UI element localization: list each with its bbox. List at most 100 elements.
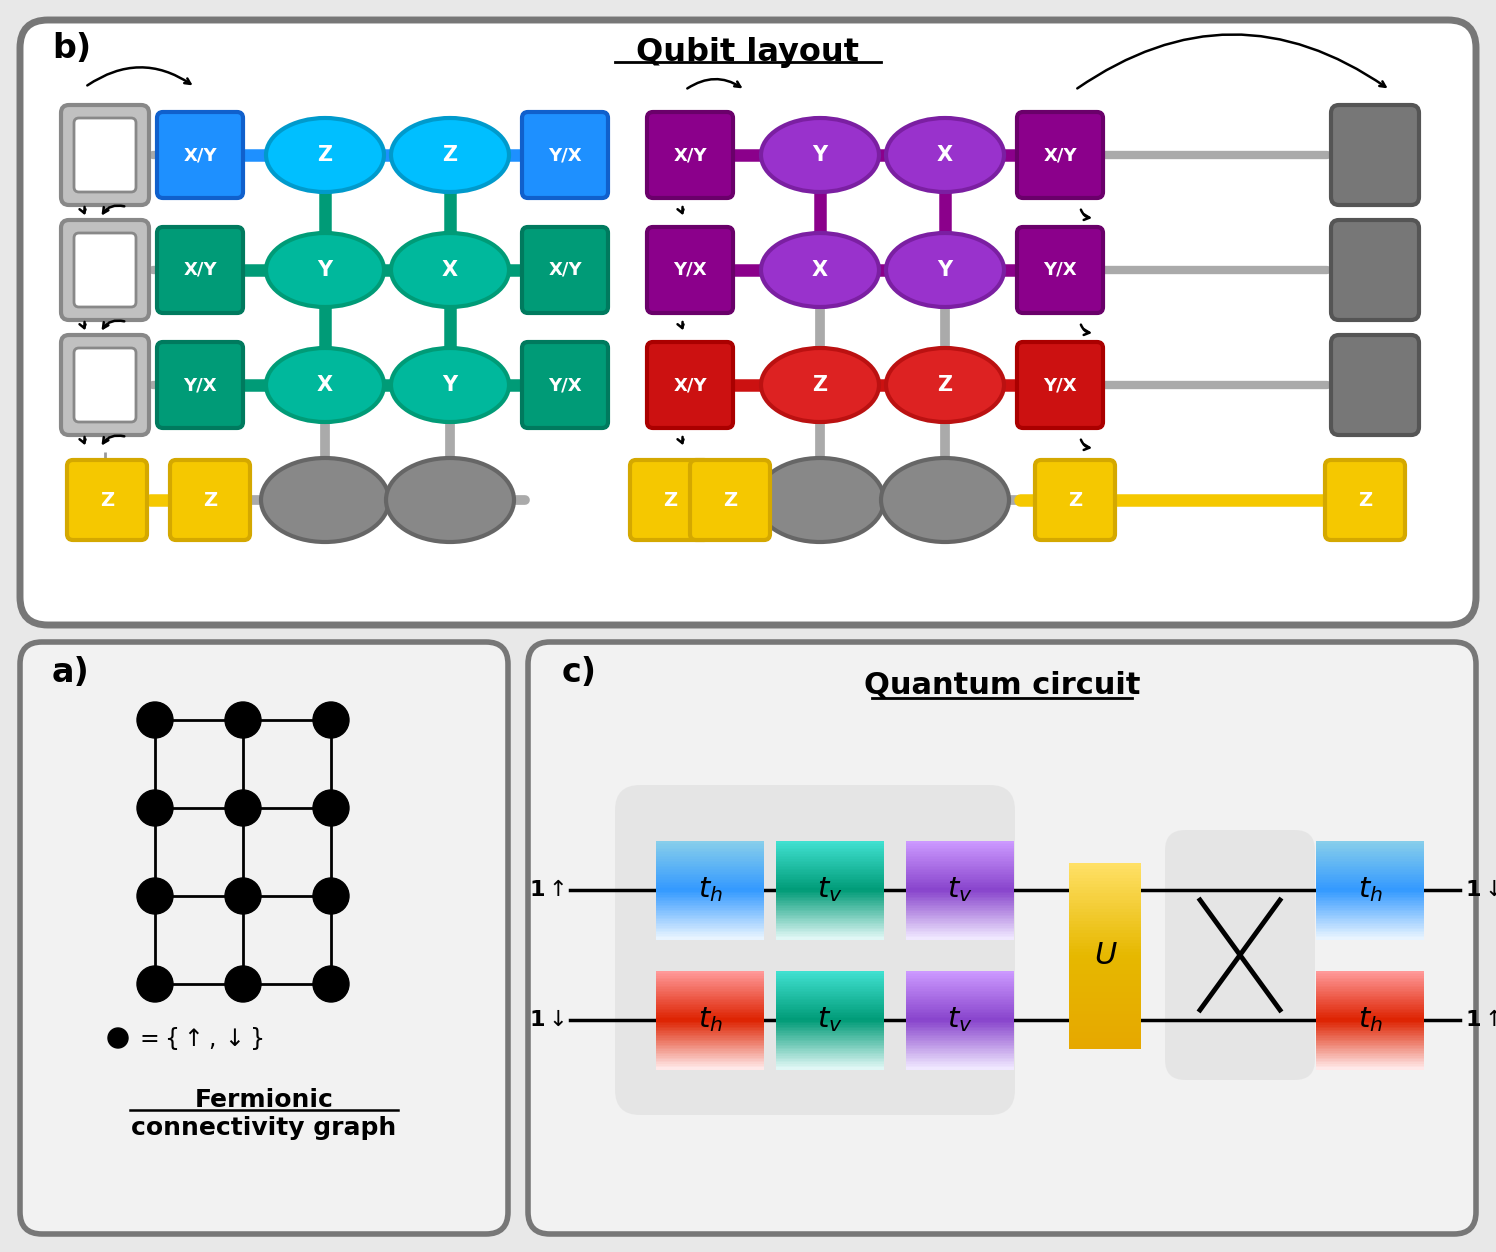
Bar [1070, 918, 1141, 921]
FancyBboxPatch shape [630, 459, 711, 540]
Bar [1070, 863, 1141, 866]
Bar [776, 1018, 884, 1020]
Bar [776, 1020, 884, 1023]
Bar [776, 873, 884, 875]
Bar [1070, 968, 1141, 972]
Bar [657, 1020, 764, 1023]
Bar [1316, 993, 1424, 995]
Bar [776, 923, 884, 925]
Bar [776, 851, 884, 854]
Bar [776, 1030, 884, 1033]
Bar [776, 924, 884, 926]
Bar [907, 890, 1014, 893]
Bar [1316, 916, 1424, 919]
Bar [776, 870, 884, 873]
Bar [776, 1033, 884, 1035]
Bar [657, 875, 764, 878]
Bar [1316, 853, 1424, 855]
Bar [1316, 865, 1424, 868]
Bar [1316, 980, 1424, 983]
Bar [776, 1043, 884, 1045]
Bar [907, 873, 1014, 875]
Bar [1070, 989, 1141, 993]
Bar [1316, 880, 1424, 883]
Bar [1316, 1048, 1424, 1050]
Bar [1316, 989, 1424, 992]
Text: Z: Z [938, 376, 953, 394]
Text: Qubit layout: Qubit layout [636, 36, 860, 68]
Bar [657, 1055, 764, 1059]
Bar [1316, 908, 1424, 910]
Bar [907, 930, 1014, 934]
Bar [657, 879, 764, 881]
Bar [907, 989, 1014, 992]
Bar [907, 933, 1014, 935]
Bar [776, 933, 884, 935]
Bar [657, 898, 764, 900]
Bar [1316, 841, 1424, 844]
Bar [1070, 1014, 1141, 1018]
Bar [657, 880, 764, 883]
Circle shape [108, 1028, 129, 1048]
Circle shape [138, 878, 174, 914]
Bar [907, 926, 1014, 929]
Circle shape [224, 878, 260, 914]
Bar [776, 1049, 884, 1052]
FancyBboxPatch shape [646, 342, 733, 428]
Bar [657, 1027, 764, 1029]
Bar [907, 1032, 1014, 1034]
Bar [657, 900, 764, 903]
Bar [1316, 1047, 1424, 1049]
Bar [907, 972, 1014, 974]
Bar [907, 859, 1014, 861]
Bar [907, 893, 1014, 896]
Bar [776, 1012, 884, 1014]
Circle shape [313, 702, 349, 737]
Bar [1316, 846, 1424, 849]
Bar [1316, 983, 1424, 985]
Bar [1316, 898, 1424, 900]
Bar [657, 884, 764, 886]
Bar [907, 1025, 1014, 1028]
Bar [776, 1055, 884, 1059]
Bar [657, 1065, 764, 1068]
Text: X/Y: X/Y [183, 260, 217, 279]
Bar [776, 880, 884, 883]
Bar [1316, 995, 1424, 998]
Bar [907, 1037, 1014, 1039]
FancyBboxPatch shape [690, 459, 770, 540]
Bar [1316, 1053, 1424, 1055]
Bar [907, 855, 1014, 859]
Bar [1316, 1027, 1424, 1029]
Bar [907, 1033, 1014, 1035]
Bar [907, 848, 1014, 850]
Bar [1070, 1008, 1141, 1012]
Circle shape [224, 702, 260, 737]
FancyBboxPatch shape [19, 20, 1477, 625]
Bar [907, 914, 1014, 918]
Bar [907, 1030, 1014, 1033]
Bar [907, 1038, 1014, 1040]
Bar [1316, 921, 1424, 924]
Bar [907, 1060, 1014, 1063]
Bar [657, 1060, 764, 1063]
Bar [1316, 905, 1424, 908]
FancyBboxPatch shape [522, 342, 607, 428]
Bar [657, 1007, 764, 1009]
Text: X: X [441, 260, 458, 280]
Bar [1070, 998, 1141, 1003]
Bar [776, 864, 884, 866]
Bar [776, 865, 884, 868]
Bar [657, 1054, 764, 1057]
Text: Quantum circuit: Quantum circuit [863, 671, 1140, 701]
Bar [657, 891, 764, 894]
Bar [776, 843, 884, 845]
Bar [1070, 1025, 1141, 1030]
Bar [1316, 1033, 1424, 1035]
Bar [907, 1015, 1014, 1018]
Bar [1316, 848, 1424, 850]
Bar [1316, 913, 1424, 915]
Bar [657, 993, 764, 995]
Bar [1070, 964, 1141, 968]
Bar [1316, 873, 1424, 875]
